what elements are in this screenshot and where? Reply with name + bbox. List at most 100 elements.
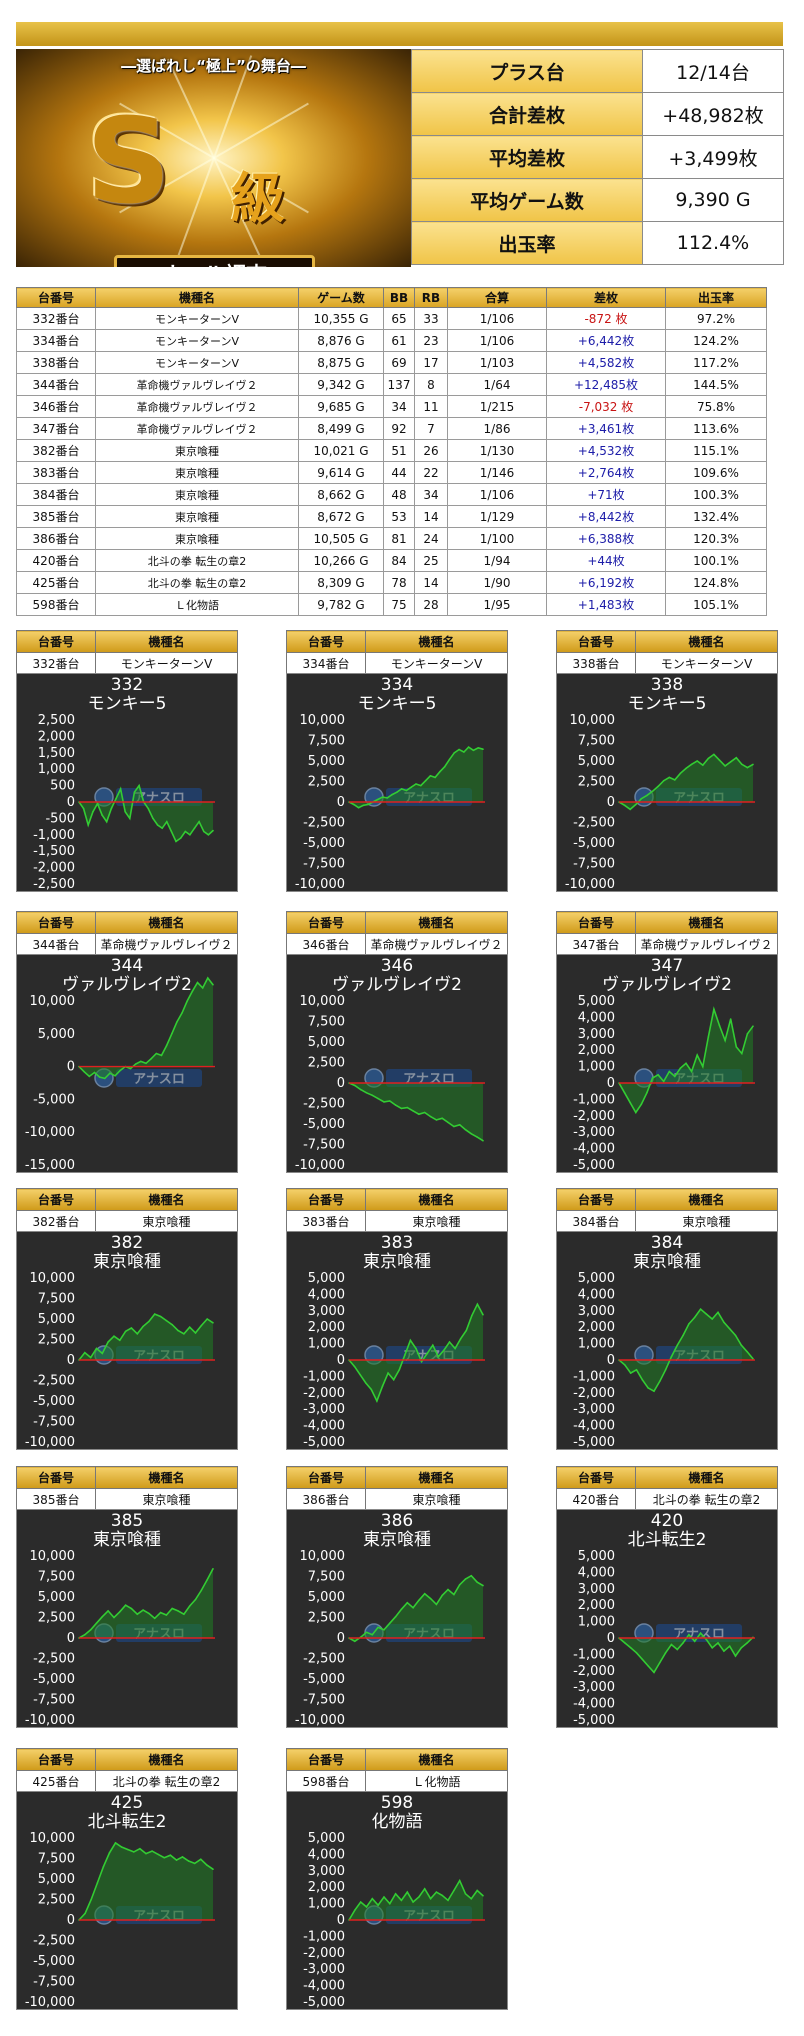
data-point [177,1610,179,1612]
data-point [657,785,659,788]
table-cell: 383番台 [16,461,96,484]
data-point [130,1607,133,1610]
data-point [155,1052,158,1055]
data-point [179,837,182,839]
y-tick-label: 5,000 [38,1872,75,1887]
data-point [453,1593,455,1596]
data-point [389,1100,391,1102]
data-point [676,1648,679,1651]
summary-value: 9,390 G [642,178,784,222]
table-cell: 338番台 [16,351,96,374]
chart-title-model: ヴァルヴレイヴ2 [602,975,732,995]
data-point [435,1119,438,1121]
data-point [476,1303,479,1305]
data-point [212,1868,214,1870]
table-cell: 東京喰種 [95,505,299,528]
y-tick-label: 5,000 [578,1271,615,1286]
data-point [741,763,743,766]
table-cell: 東京喰種 [95,483,299,506]
summary-label: 合計差枚 [411,92,643,136]
data-point [400,1608,403,1611]
table-row: 332番台 モンキーターンV 10,355 G 65 33 1/106 -872 枚 97.2… [16,307,767,330]
series-line [78,783,214,843]
data-point [88,1075,91,1078]
y-tick-label: 5,000 [38,1027,75,1042]
data-point [212,829,214,832]
data-point [623,804,626,807]
y-tick-label: -7,500 [573,857,615,872]
panel-header-model: 機種名 [365,1188,508,1211]
data-point [194,1332,197,1334]
panel-model-name: モンキーターンV [365,652,508,674]
data-point [624,1642,626,1644]
data-point [418,1113,420,1115]
table-cell: 14 [414,571,448,594]
data-point [734,1334,737,1337]
panel-unit-number: 384番台 [556,1210,636,1232]
panel-header-unit: 台番号 [286,1466,366,1489]
data-point [674,1075,676,1078]
table-cell: 65 [383,307,415,330]
y-tick-label: -500 [45,811,75,826]
data-point [171,1323,173,1326]
data-point [212,983,214,986]
data-point [424,779,427,782]
table-cell: 9,614 G [298,461,384,484]
summary-value: +3,499枚 [642,135,784,179]
data-point [389,1902,391,1905]
table-cell: 8,309 G [298,571,384,594]
column-header: BB [383,287,415,308]
y-tick-label: 2,500 [308,1056,345,1071]
table-cell: 100.3% [665,483,767,506]
y-tick-label: -7,500 [33,1415,75,1430]
data-point [96,1882,99,1884]
machine-results-table: 台番号 機種名 ゲーム数 BB RB 合算 差枚 出玉率 332番台 モンキーターンV 10,35… [16,287,767,616]
table-cell: 1/130 [447,439,547,462]
data-point [447,1588,449,1591]
data-point [717,1311,719,1314]
data-point [140,1060,142,1063]
chart-panel-344: 台番号 機種名 344番台 革命機ヴァルヴレイヴ２ 344 ヴァルヴレイヴ2 10,000 5… [16,911,238,1173]
series-area [619,1633,753,1673]
chart-panel-385: 台番号 機種名 385番台 東京喰種 385 東京喰種 10,000 7,500 5,000 2,… [16,1466,238,1728]
panel-unit-number: 598番台 [286,1770,366,1792]
table-cell: 革命機ヴァルヴレイヴ２ [95,373,299,396]
y-tick-label: 5,000 [308,754,345,769]
table-cell: 48 [383,483,415,506]
table-cell: 34 [414,483,448,506]
table-cell: 120.3% [665,527,767,550]
table-cell: 105.1% [665,593,767,616]
panel-model-name: 東京喰種 [95,1488,238,1510]
panel-header-unit: 台番号 [286,911,366,934]
data-point [98,1076,101,1078]
series-area [79,1314,213,1360]
summary-row: 合計差枚 +48,982枚 [411,92,784,136]
chart-area: 332 モンキー5 2,500 2,000 1,500 1,000 500 0 -500 -1,0… [16,673,238,892]
data-point [133,791,136,793]
y-tick-label: 500 [50,779,75,794]
table-cell: 425番台 [16,571,96,594]
data-point [685,767,687,770]
data-point [406,1891,409,1893]
y-tick-label: -2,000 [33,861,75,876]
summary-label: 出玉率 [411,221,643,265]
data-point [107,1610,109,1612]
data-point [699,1632,702,1634]
data-point [400,1899,403,1902]
chart-title-number: 386 [380,1511,414,1531]
panel-header-model: 機種名 [635,630,778,653]
panel-model-name: 革命機ヴァルヴレイヴ２ [365,933,508,955]
chart-title-model: 化物語 [371,1812,423,1832]
table-cell: 1/106 [447,307,547,330]
chart-panel-332: 台番号 機種名 332番台 モンキーターンV 332 モンキー5 2,500 2,000 1,5… [16,630,238,892]
data-point [381,1385,384,1387]
panel-header-table: 台番号 機種名 338番台 モンキーターンV [556,630,778,674]
y-tick-label: -3,000 [303,1962,345,1977]
table-cell: 9,782 G [298,593,384,616]
y-tick-label: 5,000 [308,1831,345,1846]
data-point [423,1888,426,1890]
table-cell: 東京喰種 [95,461,299,484]
data-point [104,1077,106,1080]
y-tick-label: 7,500 [308,1015,345,1030]
